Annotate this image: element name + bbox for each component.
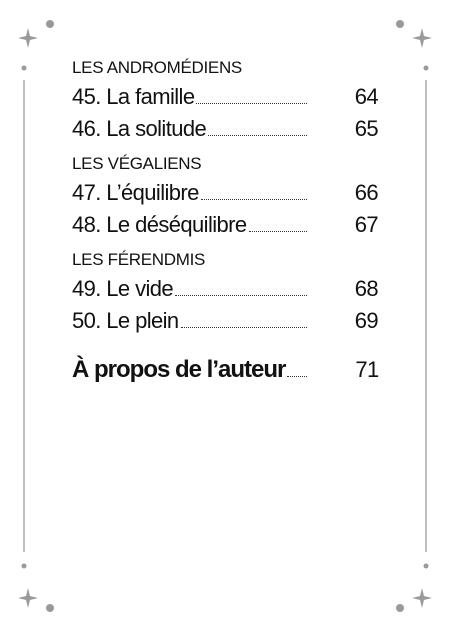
entry-title: À propos de l’auteur [72, 356, 286, 383]
toc-entry: 46. La solitude 65 [72, 116, 379, 142]
page-number: 71 [355, 357, 379, 382]
dot-leader [208, 135, 307, 136]
dot-leader [196, 103, 307, 104]
page-number: 64 [354, 84, 379, 109]
page-number: 66 [354, 180, 379, 205]
toc-entry: 49. Le vide 68 [72, 276, 379, 302]
toc-entry: 50. Le plein 69 [72, 308, 379, 334]
page-number: 68 [354, 276, 379, 301]
section-heading: LES VÉGALIENS [72, 154, 202, 173]
page-number: 69 [354, 308, 379, 333]
entry-title: 49. Le vide [72, 276, 174, 301]
entry-title: 45. La famille [72, 84, 195, 109]
page-number: 65 [354, 116, 379, 141]
dot-leader [180, 327, 307, 328]
entry-title: 47. L’équilibre [72, 180, 199, 205]
toc-entry: 48. Le déséquilibre 67 [72, 212, 379, 238]
toc-entry: À propos de l’auteur 71 [72, 356, 379, 384]
section-heading: LES ANDROMÉDIENS [72, 58, 242, 77]
entry-title: 48. Le déséquilibre [72, 212, 247, 237]
entry-title: 46. La solitude [72, 116, 207, 141]
dot-leader [287, 376, 308, 377]
dot-leader [175, 295, 307, 296]
toc-entry: 47. L’équilibre 66 [72, 180, 379, 206]
dot-leader [248, 231, 307, 232]
section-heading: LES FÉRENDMIS [72, 250, 206, 269]
page-number: 67 [354, 212, 379, 237]
toc-entry: 45. La famille 64 [72, 84, 379, 110]
dot-leader [200, 199, 307, 200]
entry-title: 50. Le plein [72, 308, 179, 333]
